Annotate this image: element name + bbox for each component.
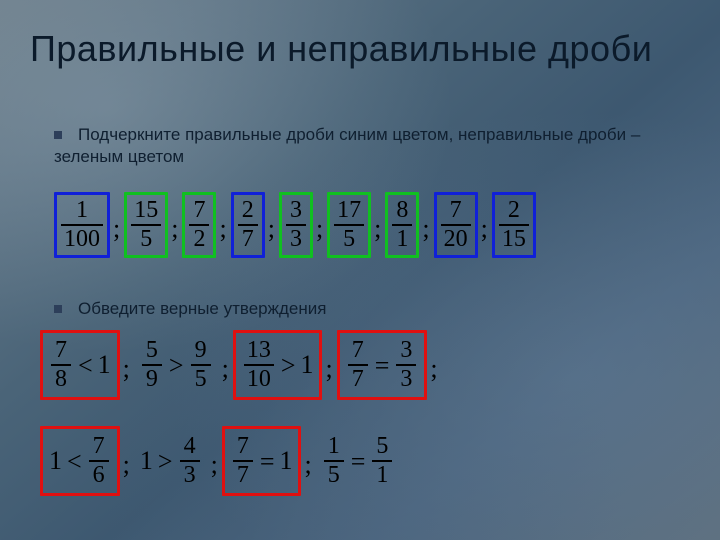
whole-number: 1: [298, 350, 315, 380]
semicolon: ;: [313, 214, 327, 244]
semicolon: ;: [110, 214, 124, 244]
expression: 15=51: [316, 429, 401, 493]
bullet-square-icon: [54, 131, 62, 139]
page-title: Правильные и неправильные дроби: [30, 28, 652, 70]
fraction: 78: [47, 335, 75, 395]
whole-number: 1: [138, 446, 155, 476]
operator: >: [155, 447, 176, 477]
operator: <: [75, 351, 96, 381]
fraction: 15: [320, 431, 348, 491]
semicolon: ;: [265, 214, 279, 244]
fraction-boxed: 27: [231, 192, 265, 258]
bullet-square-icon: [54, 305, 62, 313]
fraction-boxed: 81: [385, 192, 419, 258]
semicolon: ;: [168, 214, 182, 244]
fraction: 77: [229, 431, 257, 491]
fraction-boxed: 215: [492, 192, 536, 258]
semicolon: ;: [322, 354, 336, 384]
semicolon: ;: [371, 214, 385, 244]
semicolon: ;: [208, 450, 222, 480]
operator: =: [348, 447, 369, 477]
fraction: 51: [368, 431, 396, 491]
semicolon: ;: [478, 214, 492, 244]
semicolon: ;: [219, 354, 233, 384]
whole-number: 1: [96, 350, 113, 380]
fraction-row-1: 1100;155;72;27;33;175;81;720;215: [54, 192, 536, 258]
expression-boxed: 1310>1: [233, 330, 323, 400]
semicolon: ;: [427, 354, 441, 384]
expression-boxed: 78<1: [40, 330, 120, 400]
slide: Правильные и неправильные дроби Подчеркн…: [0, 0, 720, 540]
fraction: 76: [85, 431, 113, 491]
expression-row-2a: 78<1;59>95;1310>1;77=33;: [40, 332, 442, 398]
bullet-1-text: Подчеркните правильные дроби синим цвето…: [54, 125, 640, 166]
expression-boxed: 1<76: [40, 426, 120, 496]
fraction: 95: [187, 335, 215, 395]
semicolon: ;: [216, 214, 230, 244]
fraction-boxed: 1100: [54, 192, 110, 258]
bullet-2: Обведите верные утверждения: [54, 298, 326, 320]
operator: =: [257, 447, 278, 477]
fraction: 77: [344, 335, 372, 395]
semicolon: ;: [120, 354, 134, 384]
semicolon: ;: [120, 450, 134, 480]
fraction: 1310: [240, 335, 278, 395]
operator: >: [278, 351, 299, 381]
expression-boxed: 77=1: [222, 426, 302, 496]
expression-row-2b: 1<76;1>43;77=1;15=51: [40, 428, 400, 494]
operator: =: [372, 351, 393, 381]
fraction-boxed: 33: [279, 192, 313, 258]
fraction-boxed: 175: [327, 192, 371, 258]
expression: 59>95: [134, 333, 219, 397]
fraction: 59: [138, 335, 166, 395]
operator: <: [64, 447, 85, 477]
fraction-boxed: 72: [182, 192, 216, 258]
fraction-boxed: 720: [434, 192, 478, 258]
semicolon: ;: [419, 214, 433, 244]
fraction: 43: [176, 431, 204, 491]
expression-boxed: 77=33: [337, 330, 428, 400]
semicolon: ;: [301, 450, 315, 480]
whole-number: 1: [277, 446, 294, 476]
bullet-1: Подчеркните правильные дроби синим цвето…: [54, 124, 680, 168]
operator: >: [166, 351, 187, 381]
whole-number: 1: [47, 446, 64, 476]
expression: 1>43: [134, 429, 208, 493]
fraction: 33: [392, 335, 420, 395]
bullet-2-text: Обведите верные утверждения: [78, 299, 326, 318]
fraction-boxed: 155: [124, 192, 168, 258]
